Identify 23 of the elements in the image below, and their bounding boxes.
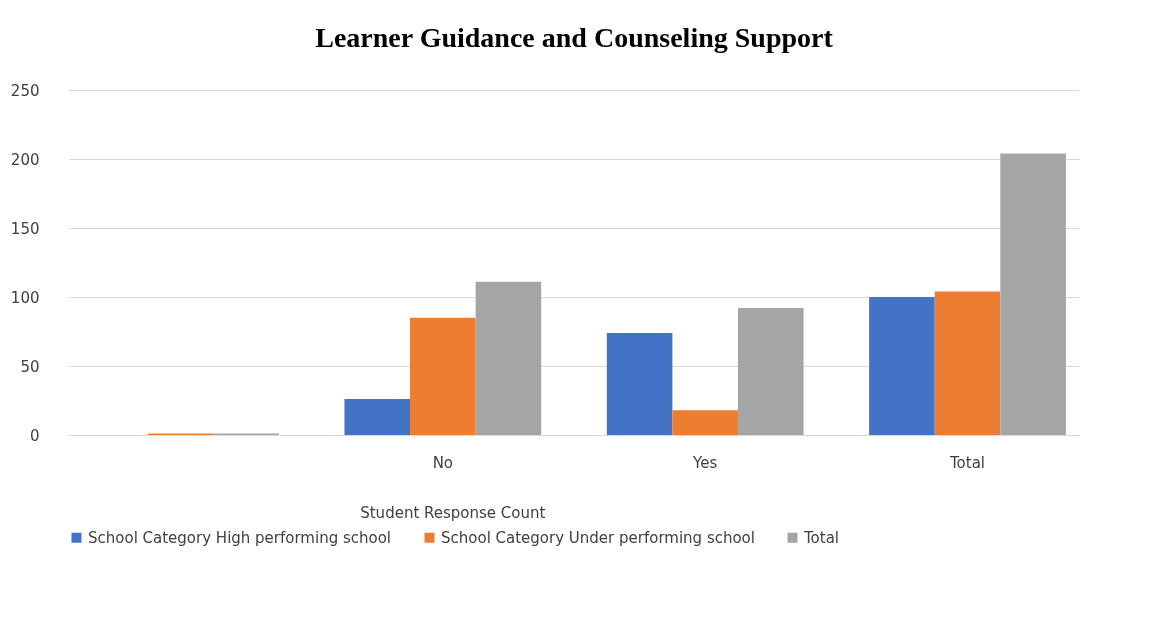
bar xyxy=(475,281,542,435)
x-tick-label: No xyxy=(432,453,454,472)
bar xyxy=(869,297,935,435)
y-tick-label: 150 xyxy=(10,219,40,238)
bar xyxy=(606,332,673,435)
legend-label: Total xyxy=(803,528,840,547)
legend-label: School Category Under performing school xyxy=(441,528,755,547)
y-tick-label: 250 xyxy=(10,81,40,100)
bar xyxy=(934,291,1001,435)
legend-label: School Category High performing school xyxy=(88,528,392,547)
x-tick-label: Total xyxy=(948,453,986,472)
bar xyxy=(410,317,476,435)
x-tick-label: Yes xyxy=(692,453,718,472)
y-tick-label: 200 xyxy=(10,150,40,169)
bar xyxy=(672,410,738,435)
y-tick-label: 100 xyxy=(10,288,40,307)
bar xyxy=(737,308,804,435)
y-tick-label: 0 xyxy=(29,426,40,445)
text: Student Response Count xyxy=(360,504,546,522)
chart-title: Learner Guidance and Counseling Support xyxy=(315,22,834,53)
bar xyxy=(1000,153,1066,435)
y-tick-label: 50 xyxy=(20,357,40,376)
bar xyxy=(344,399,411,435)
